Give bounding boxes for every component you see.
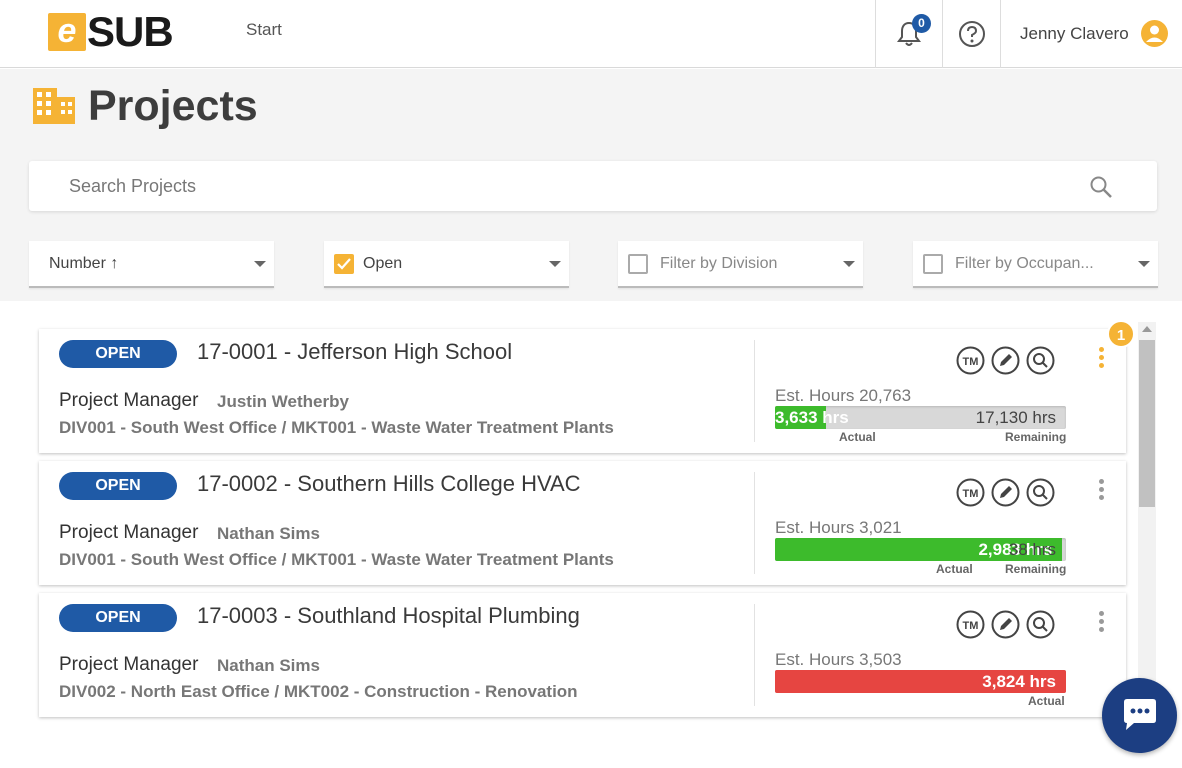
building-icon bbox=[33, 88, 75, 124]
actual-hours-fill: 2,983 hrs bbox=[775, 538, 1063, 561]
hours-progress-bar: 3,633 hrs 17,130 hrs bbox=[775, 406, 1066, 429]
remaining-hours: 38 hrs bbox=[1008, 540, 1056, 559]
logo-e-mark: e bbox=[48, 13, 86, 51]
sort-dropdown-value: Number ↑ bbox=[49, 255, 119, 272]
card-divider bbox=[754, 604, 755, 706]
notification-badge: 1 bbox=[1107, 320, 1135, 348]
notifications-button[interactable]: 0 bbox=[875, 0, 942, 68]
user-menu[interactable]: Jenny Clavero bbox=[1000, 0, 1182, 68]
project-card[interactable]: OPEN 17-0001 - Jefferson High School Pro… bbox=[39, 329, 1126, 453]
occupancy-filter-placeholder: Filter by Occupan... bbox=[955, 255, 1094, 272]
chevron-down-icon bbox=[549, 261, 561, 267]
card-actions: TM bbox=[956, 478, 1055, 507]
project-manager-label: Project Manager bbox=[59, 654, 199, 675]
hours-progress-bar: 2,983 hrs 38 hrs bbox=[775, 538, 1066, 561]
edit-icon[interactable] bbox=[991, 478, 1020, 507]
status-filter-dropdown[interactable]: Open bbox=[324, 241, 569, 288]
scrollbar[interactable] bbox=[1138, 322, 1156, 702]
project-card[interactable]: OPEN 17-0003 - Southland Hospital Plumbi… bbox=[39, 593, 1126, 717]
card-divider bbox=[754, 472, 755, 574]
remaining-hours: 17,130 hrs bbox=[975, 408, 1056, 427]
division-filter-dropdown[interactable]: Filter by Division bbox=[618, 241, 863, 288]
notification-count-badge: 0 bbox=[912, 14, 931, 33]
more-options-icon[interactable] bbox=[1095, 345, 1107, 371]
division-market-text: DIV001 - South West Office / MKT001 - Wa… bbox=[59, 550, 614, 569]
occupancy-checkbox[interactable] bbox=[923, 254, 943, 274]
search-icon[interactable] bbox=[1026, 478, 1055, 507]
more-options-icon[interactable] bbox=[1095, 609, 1107, 635]
project-manager-label: Project Manager bbox=[59, 522, 199, 543]
project-title[interactable]: 17-0003 - Southland Hospital Plumbing bbox=[197, 603, 580, 628]
search-input[interactable] bbox=[69, 174, 1069, 198]
search-icon[interactable] bbox=[1089, 175, 1113, 199]
division-checkbox[interactable] bbox=[628, 254, 648, 274]
chevron-down-icon bbox=[843, 261, 855, 267]
project-manager-name: Justin Wetherby bbox=[217, 392, 349, 411]
project-manager-name: Nathan Sims bbox=[217, 524, 320, 543]
actual-label: Actual bbox=[1028, 694, 1065, 708]
top-bar: e SUB Start 0 Jenny Clavero bbox=[0, 0, 1182, 68]
card-actions: TM bbox=[956, 346, 1055, 375]
status-badge: OPEN bbox=[59, 604, 177, 632]
status-badge: OPEN bbox=[59, 340, 177, 368]
edit-icon[interactable] bbox=[991, 610, 1020, 639]
project-card[interactable]: OPEN 17-0002 - Southern Hills College HV… bbox=[39, 461, 1126, 585]
status-badge: OPEN bbox=[59, 472, 177, 500]
help-circle-icon bbox=[958, 21, 985, 47]
time-material-icon[interactable]: TM bbox=[956, 478, 985, 507]
hours-progress-bar: 3,824 hrs bbox=[775, 670, 1066, 693]
more-options-icon[interactable] bbox=[1095, 477, 1107, 503]
search-box bbox=[29, 161, 1157, 211]
chat-button[interactable] bbox=[1102, 678, 1177, 753]
estimated-hours: Est. Hours 20,763 bbox=[775, 386, 912, 405]
chevron-down-icon bbox=[1138, 261, 1150, 267]
esub-logo[interactable]: e SUB bbox=[48, 8, 174, 55]
scrollbar-thumb[interactable] bbox=[1139, 340, 1155, 507]
svg-text:TM: TM bbox=[963, 620, 979, 632]
card-actions: TM bbox=[956, 610, 1055, 639]
division-filter-placeholder: Filter by Division bbox=[660, 255, 778, 272]
time-material-icon[interactable]: TM bbox=[956, 610, 985, 639]
remaining-label: Remaining bbox=[1005, 430, 1067, 444]
remaining-label: Remaining bbox=[1005, 562, 1067, 576]
division-market-text: DIV002 - North East Office / MKT002 - Co… bbox=[59, 682, 578, 701]
actual-hours-fill: 3,824 hrs bbox=[775, 670, 1066, 693]
sort-dropdown[interactable]: Number ↑ bbox=[29, 241, 274, 288]
project-title[interactable]: 17-0002 - Southern Hills College HVAC bbox=[197, 471, 581, 496]
svg-text:TM: TM bbox=[963, 356, 979, 368]
time-material-icon[interactable]: TM bbox=[956, 346, 985, 375]
actual-label: Actual bbox=[839, 430, 876, 444]
edit-icon[interactable] bbox=[991, 346, 1020, 375]
user-name: Jenny Clavero bbox=[1020, 24, 1129, 43]
page-title: Projects bbox=[88, 82, 258, 130]
scroll-up-arrow-icon[interactable] bbox=[1142, 326, 1152, 332]
chevron-down-icon bbox=[254, 261, 266, 267]
user-avatar-icon bbox=[1141, 20, 1168, 47]
occupancy-filter-dropdown[interactable]: Filter by Occupan... bbox=[913, 241, 1158, 288]
help-button[interactable] bbox=[942, 0, 1000, 68]
logo-wordmark: SUB bbox=[87, 8, 174, 55]
division-market-text: DIV001 - South West Office / MKT001 - Wa… bbox=[59, 418, 614, 437]
estimated-hours: Est. Hours 3,503 bbox=[775, 650, 902, 669]
svg-text:TM: TM bbox=[963, 488, 979, 500]
project-title[interactable]: 17-0001 - Jefferson High School bbox=[197, 339, 513, 364]
chat-bubble-icon bbox=[1124, 699, 1156, 730]
estimated-hours: Est. Hours 3,021 bbox=[775, 518, 902, 537]
search-icon[interactable] bbox=[1026, 346, 1055, 375]
actual-hours-fill: 3,633 hrs bbox=[775, 406, 849, 429]
status-checkbox[interactable] bbox=[334, 254, 354, 274]
nav-start-link[interactable]: Start bbox=[246, 20, 282, 39]
card-divider bbox=[754, 340, 755, 442]
status-filter-value: Open bbox=[363, 255, 403, 272]
project-manager-label: Project Manager bbox=[59, 390, 199, 411]
search-icon[interactable] bbox=[1026, 610, 1055, 639]
project-manager-name: Nathan Sims bbox=[217, 656, 320, 675]
checkmark-icon bbox=[337, 258, 351, 270]
actual-label: Actual bbox=[936, 562, 973, 576]
